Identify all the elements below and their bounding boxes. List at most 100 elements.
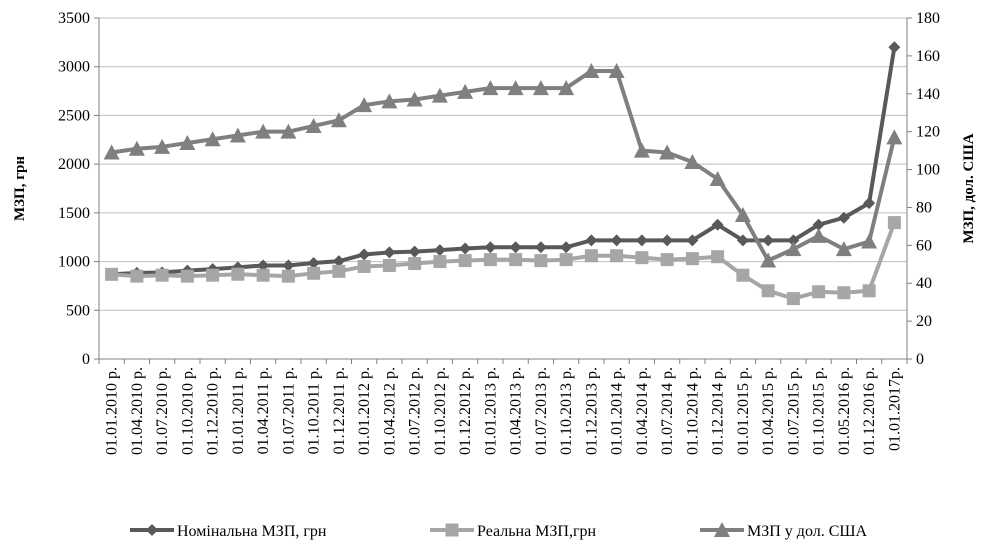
data-point-series-1: [509, 241, 522, 254]
data-point-series-2: [534, 254, 548, 268]
data-point-series-2: [509, 253, 523, 267]
data-point-series-2: [256, 268, 270, 282]
data-point-series-1: [888, 41, 901, 54]
data-point-series-2: [433, 255, 447, 269]
legend-marker-2: [445, 523, 459, 537]
data-point-series-3: [810, 227, 827, 243]
data-point-series-1: [282, 259, 295, 272]
x-tick-label: 01.01.2012 р.: [356, 367, 373, 455]
data-point-series-2: [155, 268, 169, 282]
x-tick-label: 01.12.2016 р.: [861, 367, 878, 455]
data-point-series-2: [180, 269, 194, 283]
x-tick-label: 01.10.2014 р.: [684, 367, 701, 455]
x-tick-label: 01.04.2011 р.: [255, 367, 272, 454]
data-point-series-2: [307, 266, 321, 280]
data-point-series-2: [483, 253, 497, 267]
data-point-series-1: [812, 218, 825, 231]
legend-marker-3: [714, 522, 730, 537]
data-point-series-3: [583, 63, 600, 79]
legend-label-2: Реальна МЗП,грн: [477, 523, 597, 540]
data-point-series-2: [584, 249, 598, 263]
data-point-series-3: [330, 112, 347, 128]
data-point-series-3: [381, 93, 398, 109]
data-point-series-3: [457, 83, 474, 99]
data-point-series-2: [660, 253, 674, 267]
data-point-series-3: [280, 123, 297, 139]
data-point-series-2: [736, 268, 750, 282]
data-point-series-1: [484, 241, 497, 254]
data-point-series-3: [861, 233, 878, 249]
x-tick-label: 01.12.2013 р.: [583, 367, 600, 455]
x-tick-label: 01.12.2010 р.: [205, 367, 222, 455]
x-tick-label: 01.12.2012 р.: [457, 367, 474, 455]
x-tick-label: 01.04.2012 р.: [381, 367, 398, 455]
data-point-series-1: [787, 234, 800, 247]
data-point-series-2: [711, 250, 725, 264]
data-point-series-1: [661, 234, 674, 247]
x-tick-label: 01.10.2015 р.: [811, 367, 828, 455]
x-tick-label: 01.04.2010 р.: [129, 367, 146, 455]
data-point-series-2: [635, 251, 649, 265]
y-tick-label: 0: [82, 351, 90, 368]
data-point-series-2: [357, 259, 371, 273]
y2-tick-label: 0: [916, 351, 924, 368]
data-point-series-1: [635, 234, 648, 247]
y-axis-title: МЗП, грн: [12, 156, 28, 221]
x-tick-label: 01.01.2013 р.: [482, 367, 499, 455]
data-point-series-3: [659, 144, 676, 160]
x-tick-label: 01.10.2012 р.: [432, 367, 449, 455]
x-tick-label: 01.01.2015 р.: [735, 367, 752, 455]
data-point-series-3: [356, 97, 373, 113]
data-point-series-3: [532, 80, 549, 96]
x-tick-label: 01.05.2016 р.: [836, 367, 853, 455]
data-point-series-3: [709, 171, 726, 187]
x-tick-label: 01.10.2013 р.: [558, 367, 575, 455]
data-point-series-2: [887, 216, 901, 230]
x-tick-label: 01.04.2014 р.: [634, 367, 651, 455]
data-point-series-1: [408, 245, 421, 258]
data-point-series-3: [886, 129, 903, 145]
data-point-series-3: [204, 131, 221, 147]
y-tick-label: 1500: [58, 205, 90, 222]
series-line-3: [111, 69, 897, 263]
data-point-series-2: [130, 269, 144, 283]
x-tick-label: 01.07.2012 р.: [407, 367, 424, 455]
x-tick-label: 01.01.2010 р.: [104, 367, 121, 455]
data-point-series-1: [863, 197, 876, 210]
data-point-series-3: [128, 140, 145, 156]
data-point-series-1: [383, 246, 396, 259]
data-point-series-1: [332, 255, 345, 268]
data-point-series-2: [458, 254, 472, 268]
data-point-series-3: [305, 117, 322, 133]
data-point-series-3: [507, 80, 524, 96]
x-tick-label: 01.10.2010 р.: [179, 367, 196, 455]
data-point-series-3: [229, 127, 246, 143]
data-point-series-3: [684, 153, 701, 169]
data-point-series-2: [862, 284, 876, 298]
series-line-1: [111, 46, 897, 277]
data-point-series-2: [837, 286, 851, 300]
data-point-series-3: [760, 252, 777, 268]
data-point-series-3: [633, 142, 650, 158]
data-point-series-2: [408, 257, 422, 271]
y-tick-label: 500: [66, 302, 90, 319]
x-tick-label: 01.12.2011 р.: [331, 367, 348, 454]
series-line-2: [111, 221, 897, 301]
y2-tick-label: 20: [916, 313, 932, 330]
x-tick-label: 01.07.2013 р.: [533, 367, 550, 455]
data-point-series-1: [610, 234, 623, 247]
y2-tick-label: 120: [916, 124, 940, 141]
data-point-series-1: [459, 242, 472, 255]
data-point-series-3: [406, 91, 423, 107]
data-point-series-1: [257, 259, 270, 272]
data-point-series-3: [734, 207, 751, 223]
x-tick-label: 01.07.2010 р.: [154, 367, 171, 455]
y-tick-label: 3000: [58, 59, 90, 76]
y2-tick-label: 60: [916, 237, 932, 254]
data-point-series-3: [785, 241, 802, 257]
x-tick-label: 01.04.2015 р.: [760, 367, 777, 455]
data-point-series-1: [358, 248, 371, 261]
x-tick-label: 01.07.2014 р.: [659, 367, 676, 455]
y2-tick-label: 160: [916, 48, 940, 65]
